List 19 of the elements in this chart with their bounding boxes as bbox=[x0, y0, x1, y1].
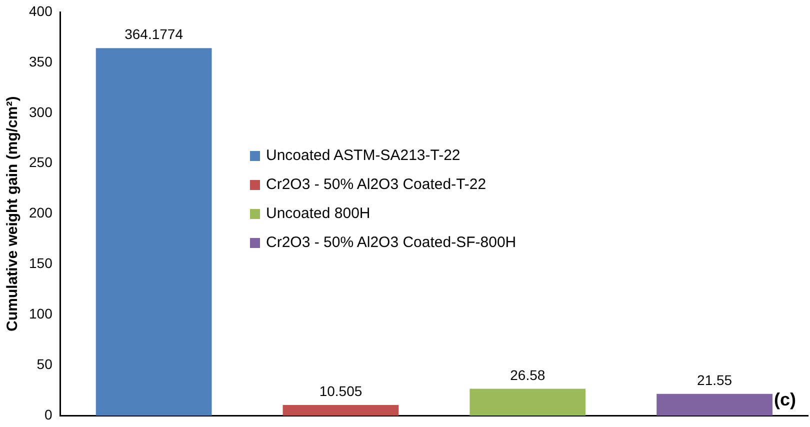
y-tick-label: 250 bbox=[29, 154, 53, 170]
data-label: 26.58 bbox=[510, 366, 546, 383]
y-tick-label: 150 bbox=[29, 255, 53, 272]
data-label: 10.505 bbox=[319, 383, 362, 399]
y-tick-label: 50 bbox=[36, 356, 53, 372]
y-tick-label: 0 bbox=[44, 406, 53, 422]
y-tick-label: 100 bbox=[29, 306, 53, 322]
legend-label: Uncoated ASTM-SA213-T-22 bbox=[266, 147, 460, 164]
legend-label: Uncoated 800H bbox=[266, 205, 370, 222]
annotation: (c) bbox=[774, 390, 796, 410]
y-tick-label: 200 bbox=[29, 204, 53, 221]
legend-label: Cr2O3 - 50% Al2O3 Coated-T-22 bbox=[266, 176, 486, 193]
y-axis-title: Cumulative weight gain (mg/cm²) bbox=[4, 96, 22, 332]
legend-label: Cr2O3 - 50% Al2O3 Coated-SF-800H bbox=[266, 234, 516, 251]
data-label: 21.55 bbox=[697, 372, 732, 388]
data-label: 364.1774 bbox=[124, 26, 184, 42]
y-tick-label: 350 bbox=[29, 53, 53, 70]
y-tick-label: 400 bbox=[29, 2, 53, 19]
y-tick-label: 300 bbox=[29, 104, 53, 120]
